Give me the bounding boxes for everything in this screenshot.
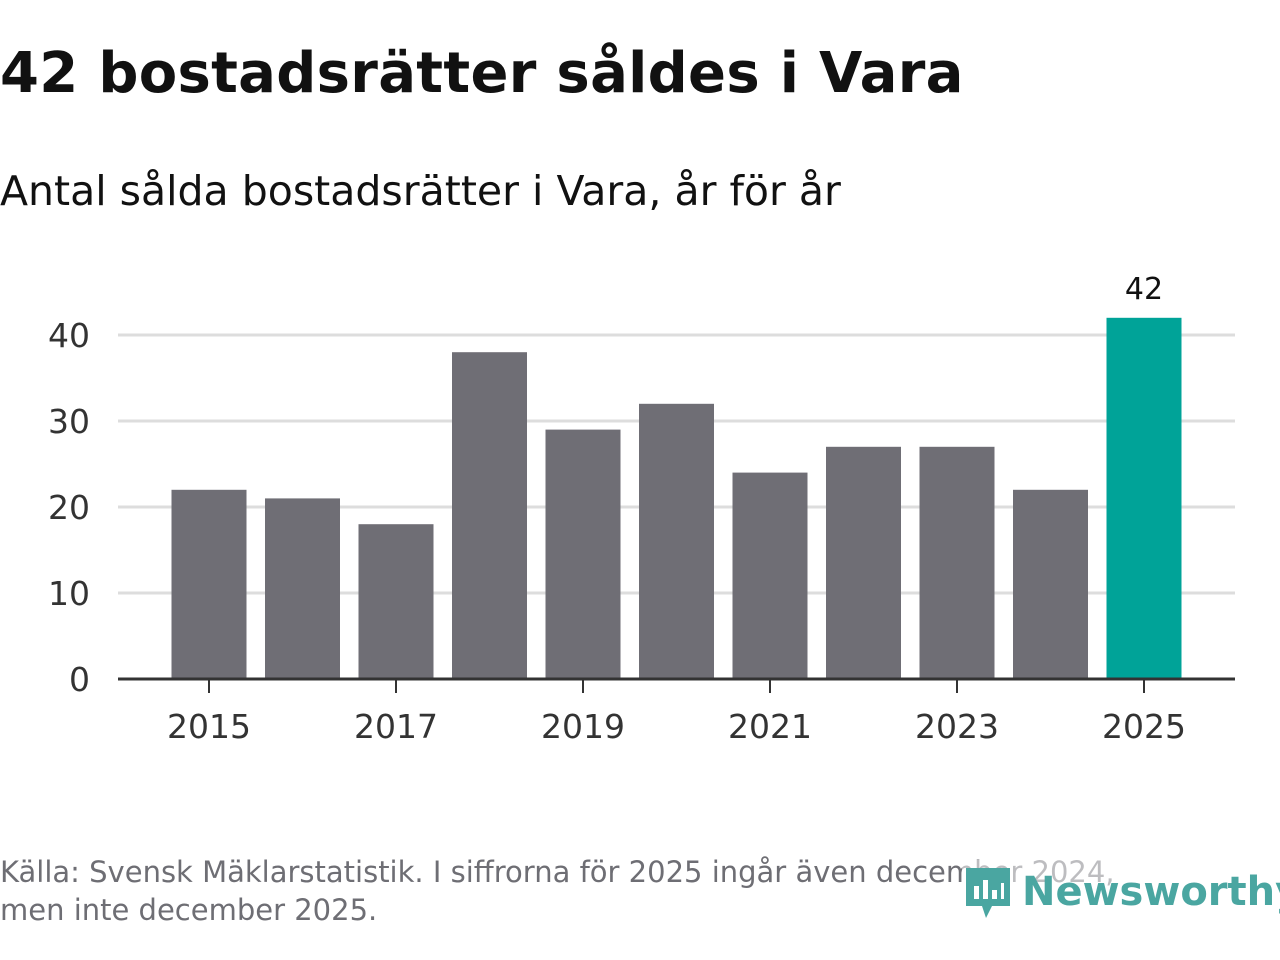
y-tick-label: 40	[48, 316, 90, 355]
x-tick-label: 2019	[541, 707, 625, 746]
bar-2021	[732, 472, 808, 679]
source-line-1: Källa: Svensk Mäklarstatistik. I siffror…	[0, 855, 1115, 889]
bars	[171, 317, 1182, 679]
bar-chart: 0 10 20 30 40 2015 2017 2019 2021 2023 2025 42	[48, 272, 1235, 746]
bar-2019	[545, 429, 621, 679]
bar-2023	[919, 446, 995, 679]
newsworthy-logo-icon	[966, 868, 1010, 918]
chart-title: 42 bostadsrätter såldes i Vara	[0, 41, 964, 106]
x-tick-label: 2017	[354, 707, 438, 746]
chart-subtitle: Antal sålda bostadsrätter i Vara, år för…	[0, 167, 841, 215]
x-tick-label: 2025	[1102, 707, 1186, 746]
data-labels: 42	[1125, 272, 1163, 307]
y-tick-label: 10	[48, 574, 90, 613]
bar-2020	[639, 403, 714, 679]
bar-2016	[265, 498, 340, 679]
bar-2017	[358, 524, 434, 679]
newsworthy-logo: Newsworthy	[962, 860, 1280, 924]
y-axis-labels: 0 10 20 30 40	[48, 316, 90, 699]
x-tick-label: 2023	[915, 707, 999, 746]
y-tick-label: 20	[48, 488, 90, 527]
x-axis-labels: 2015 2017 2019 2021 2023 2025	[167, 707, 1186, 746]
x-tick-label: 2015	[167, 707, 251, 746]
y-tick-label: 0	[69, 660, 90, 699]
source-line-2: men inte december 2025.	[0, 893, 378, 927]
bar-2022	[826, 446, 901, 679]
y-tick-label: 30	[48, 402, 90, 441]
newsworthy-logo-text: Newsworthy	[1022, 869, 1280, 915]
data-label: 42	[1125, 272, 1163, 307]
source-note: Källa: Svensk Mäklarstatistik. I siffror…	[0, 853, 1200, 929]
x-axis	[118, 677, 1235, 693]
bar-2024	[1013, 489, 1088, 679]
bar-2015	[171, 489, 247, 679]
x-tick-label: 2021	[728, 707, 812, 746]
bar-2018	[452, 352, 527, 679]
bar-2025	[1106, 317, 1182, 679]
